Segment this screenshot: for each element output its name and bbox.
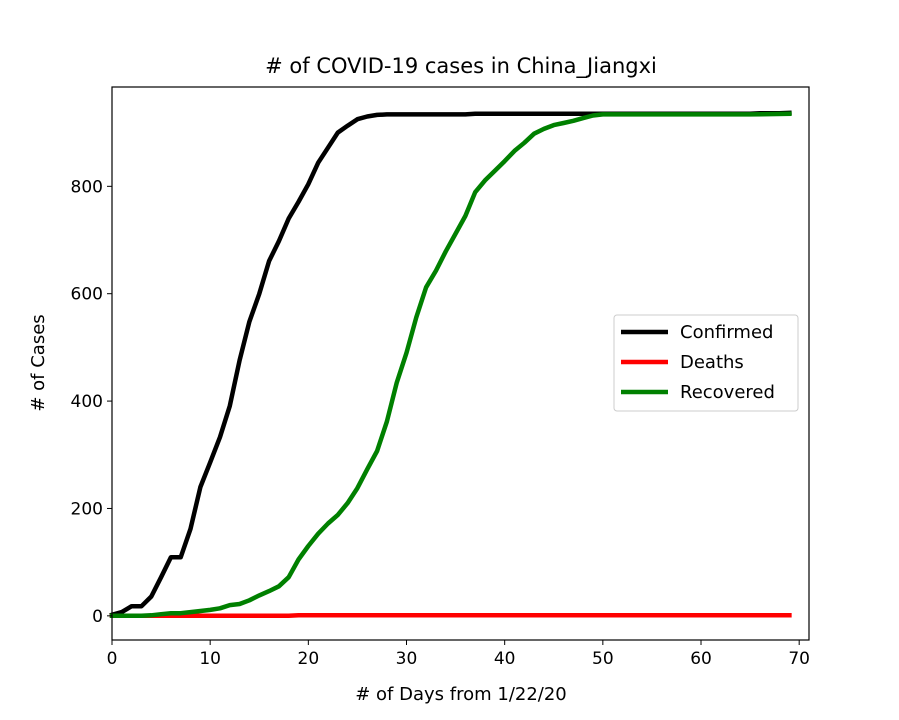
x-tick-label: 70 (788, 649, 810, 669)
x-tick-label: 60 (690, 649, 712, 669)
y-tick-label: 400 (71, 392, 103, 412)
chart-title: # of COVID-19 cases in China_Jiangxi (265, 54, 657, 79)
y-tick-label: 600 (71, 285, 103, 305)
legend: Confirmed Deaths Recovered (613, 314, 799, 412)
y-axis: 0 200 400 600 800 (71, 177, 112, 627)
y-tick-label: 800 (71, 177, 103, 197)
x-axis-label: # of Days from 1/22/20 (355, 684, 567, 705)
x-tick-label: 40 (494, 649, 516, 669)
series-line-deaths (109, 613, 792, 619)
x-tick-label: 50 (592, 649, 614, 669)
x-tick-label: 0 (107, 649, 118, 669)
x-tick-label: 10 (199, 649, 221, 669)
x-tick-label: 30 (396, 649, 418, 669)
series-line-recovered (109, 111, 792, 619)
x-axis: 0 10 20 30 40 50 60 70 (107, 640, 810, 669)
legend-label-deaths: Deaths (680, 352, 744, 373)
y-axis-label: # of Cases (28, 314, 49, 411)
legend-label-recovered: Recovered (680, 382, 775, 403)
x-tick-label: 20 (298, 649, 320, 669)
y-tick-label: 0 (92, 607, 103, 627)
y-tick-label: 200 (71, 499, 103, 519)
plot-area (111, 86, 810, 641)
legend-box (613, 314, 799, 412)
legend-label-confirmed: Confirmed (680, 322, 773, 343)
series-layer (109, 110, 792, 619)
